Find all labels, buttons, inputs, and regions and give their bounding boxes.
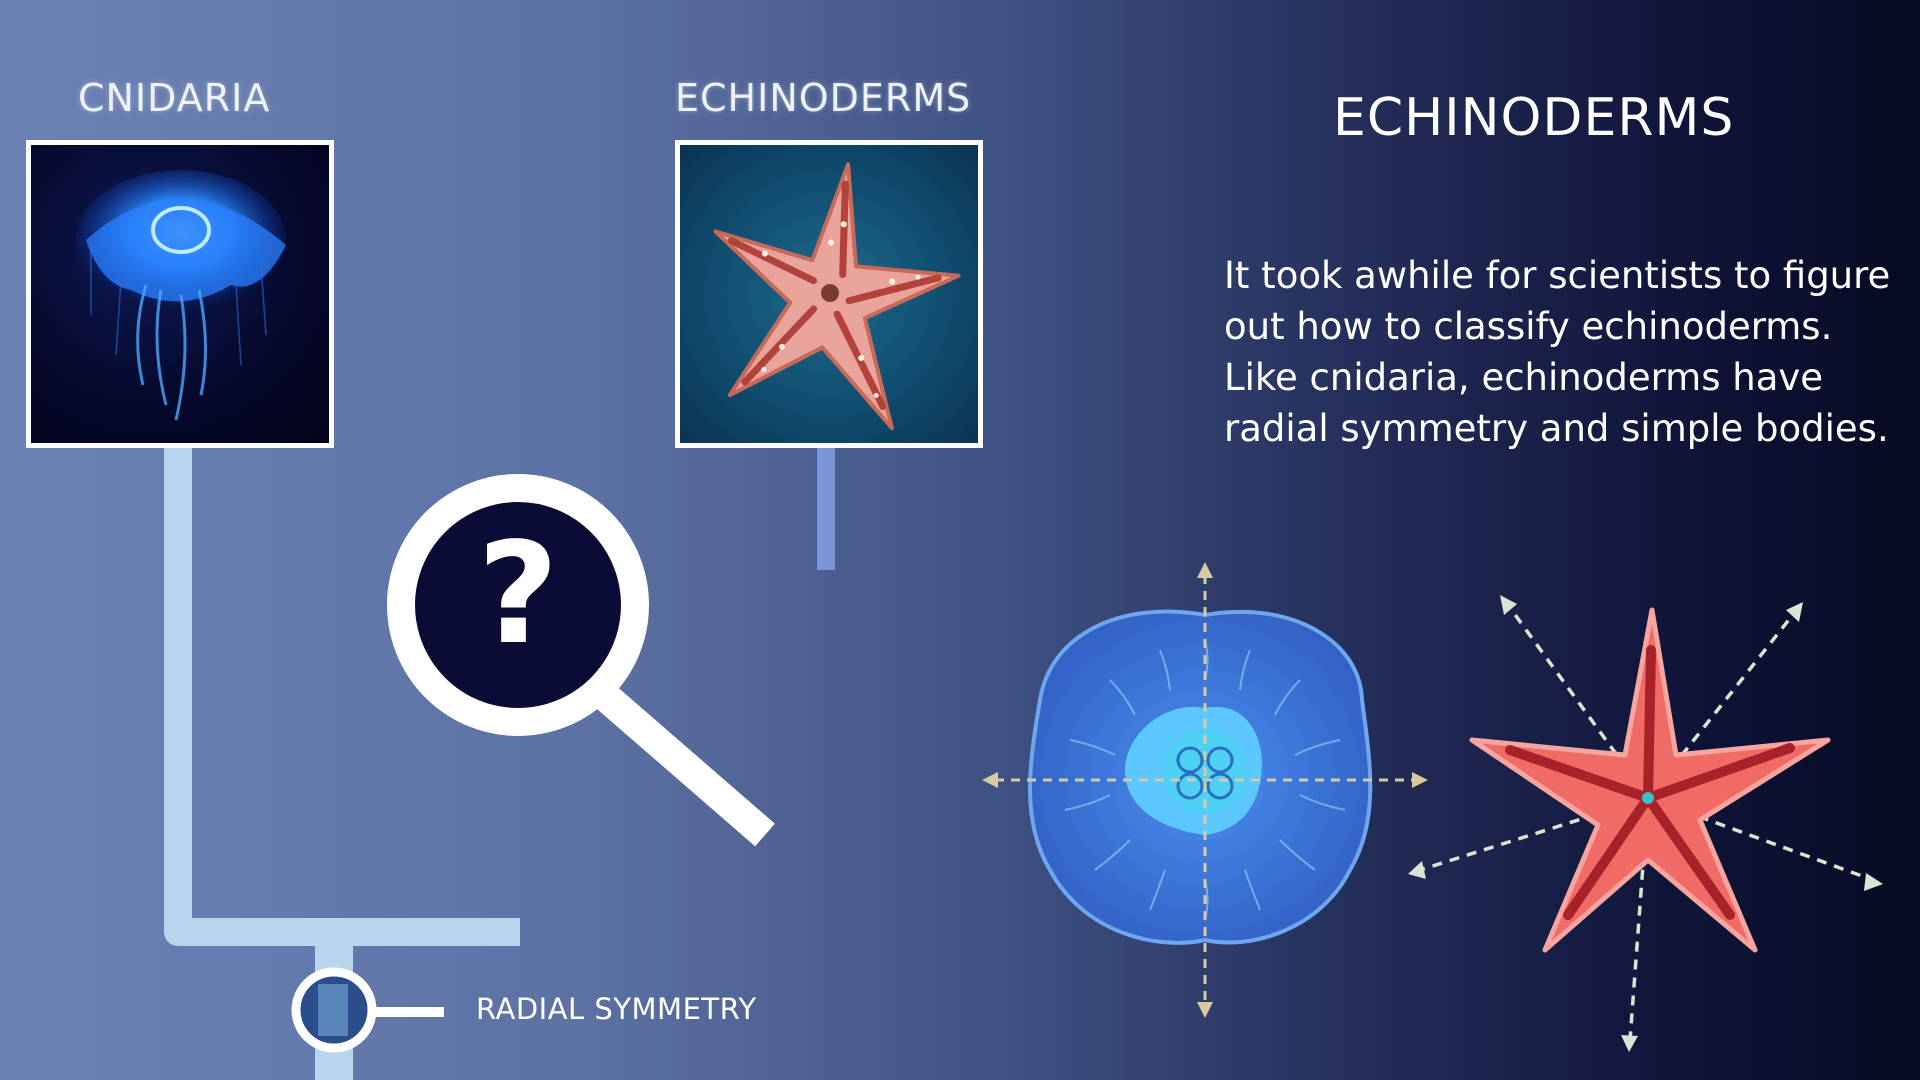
starfish-photo xyxy=(675,140,983,448)
cnidaria-label: CNIDARIA xyxy=(78,76,271,120)
description-line: It took awhile for scientists to figure xyxy=(1224,254,1891,297)
panel-description: It took awhile for scientists to figure … xyxy=(1224,250,1891,454)
description-line: radial symmetry and simple bodies. xyxy=(1224,407,1889,450)
cnidaria-branch-line xyxy=(164,440,520,946)
description-line: out how to classify echinoderms. xyxy=(1224,305,1833,348)
echinoderms-label: ECHINODERMS xyxy=(675,76,972,120)
description-line: Like cnidaria, echinoderms have xyxy=(1224,356,1824,399)
radial-symmetry-label: RADIAL SYMMETRY xyxy=(476,992,757,1026)
question-mark: ? xyxy=(477,513,559,676)
panel-title: ECHINODERMS xyxy=(1333,88,1735,148)
jellyfish-photo xyxy=(26,140,334,448)
